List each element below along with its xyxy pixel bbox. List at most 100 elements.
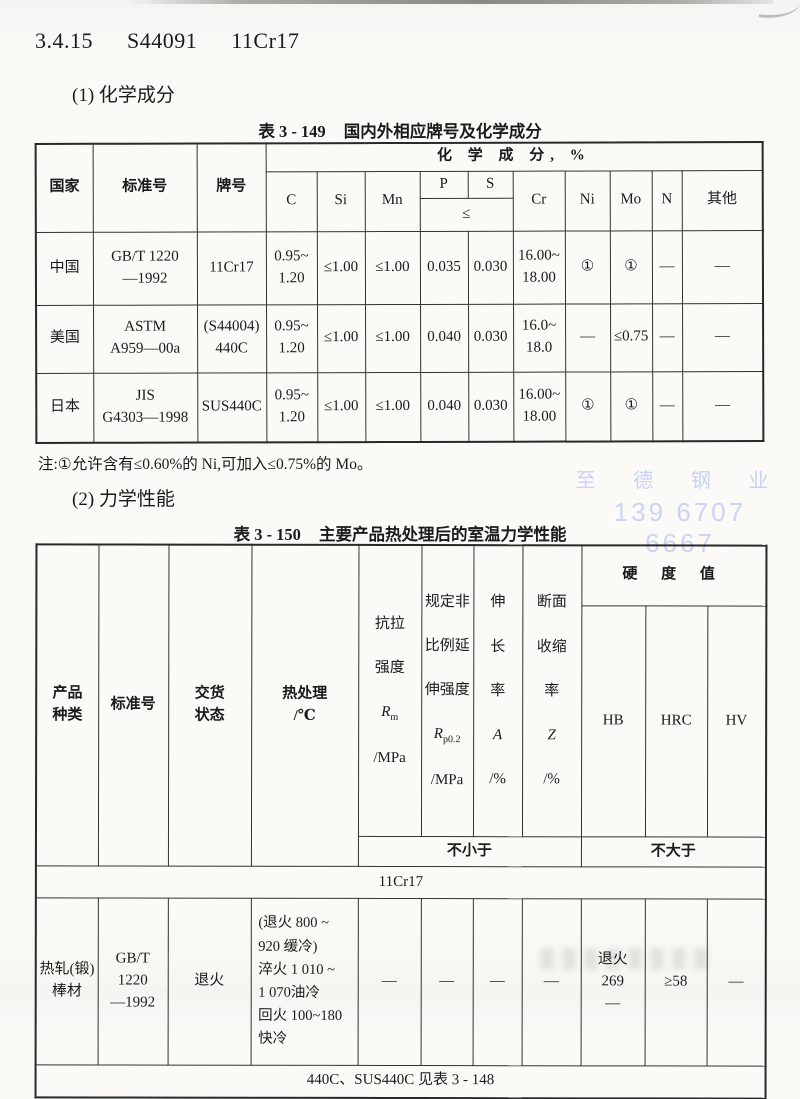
cell-s: 0.030 <box>468 303 514 372</box>
reduction-unit: /% <box>543 771 560 788</box>
ps-max-label: ≤ <box>419 197 513 231</box>
tensile-symbol: Rm <box>381 704 399 724</box>
col-header-C: C <box>265 171 317 232</box>
cell-mn: ≤1.00 <box>364 230 421 305</box>
not-greater-than-label: 不大于 <box>580 836 766 868</box>
cell-cr: 16.00~ 18.00 <box>513 371 566 442</box>
table-row-china: 中国 GB/T 1220 —1992 11Cr17 0.95~ 1.20 ≤1.… <box>35 230 764 305</box>
cell-country: 中国 <box>35 231 94 305</box>
ink-bleed-artifact <box>540 948 710 970</box>
elong-line3: 率 <box>490 682 506 699</box>
proof-symbol: Rp0.2 <box>433 726 461 746</box>
col-header-hardness-group: 硬 度 值 <box>581 545 767 606</box>
col-header-HRC: HRC <box>644 605 708 838</box>
cell-grade: 11Cr17 <box>196 231 267 305</box>
cell-delivery-state: 退火 <box>167 898 251 1066</box>
cell-other: — <box>682 371 764 442</box>
table2-reference-row: 440C、SUS440C 见表 3 - 148 <box>35 1064 766 1099</box>
table-row-hot-rolled-bar: 热轧(锻) 棒材 GB/T 1220 —1992 退火 (退火 800 ~ 92… <box>35 897 766 1067</box>
col-header-N: N <box>651 170 682 231</box>
cell-cr: 16.0~ 18.0 <box>513 303 566 372</box>
grade-name: 11Cr17 <box>231 28 300 53</box>
cell-product-type: 热轧(锻) 棒材 <box>35 897 98 1065</box>
cell-s: 0.030 <box>468 371 514 442</box>
col-header-HV: HV <box>706 605 767 838</box>
cell-standard: GB/T 1220 —1992 <box>92 231 198 305</box>
cell-hrc: ≥58 <box>644 898 707 1067</box>
cell-other: — <box>681 230 764 304</box>
col-header-delivery-state: 交货 状态 <box>167 544 252 867</box>
col-header-Mo: Mo <box>609 170 652 231</box>
cell-si: ≤1.00 <box>317 372 366 443</box>
grade-spanning-row: 11Cr17 <box>35 865 766 900</box>
col-header-chem-group: 化 学 成 分, % <box>265 142 763 172</box>
subsection-chemical-composition: (1) 化学成分 <box>72 85 175 106</box>
cell-standard: JIS G4303—1998 <box>93 372 198 443</box>
table1-caption-title: 国内外相应牌号及化学成分 <box>343 122 542 141</box>
cell-p: 0.035 <box>419 230 469 304</box>
cell-mo: ≤0.75 <box>610 303 653 372</box>
cell-ni: ① <box>565 371 611 442</box>
cell-mo: ① <box>609 230 653 304</box>
cell-c: 0.95~ 1.20 <box>265 231 318 305</box>
scan-corner-artifact <box>758 0 800 23</box>
cell-rm: — <box>357 898 421 1066</box>
chem-group-label: 化 学 成 分, % <box>437 147 591 165</box>
col-header-country: 国家 <box>35 143 93 232</box>
col-header-Cr: Cr <box>512 170 565 231</box>
table1-caption-label: 表 3 - 149 <box>258 122 326 141</box>
section-number: 3.4.15 <box>35 28 93 53</box>
scan-edge-artifact <box>128 0 774 4</box>
cell-heat-treatment: (退火 800 ~ 920 缓冷) 淬火 1 010 ~ 1 070油冷 回火 … <box>250 898 358 1066</box>
cell-p: 0.040 <box>420 371 469 442</box>
proof-unit: /MPa <box>430 772 464 789</box>
col-header-proof-strength: 规定非 比例延 伸强度 Rp0.2 /MPa <box>420 545 474 837</box>
table2-caption-label: 表 3 - 150 <box>233 525 301 544</box>
col-header-P: P <box>419 170 468 198</box>
cell-hv: — <box>706 899 766 1067</box>
cell-grade: (S44004) 440C <box>197 304 267 373</box>
col-header-tensile-strength: 抗拉 强度 Rm /MPa <box>357 544 422 837</box>
cell-mn: ≤1.00 <box>365 303 421 373</box>
reduction-line1: 断面 <box>536 594 567 611</box>
cell-n: — <box>652 303 683 372</box>
table1-footnote: 注:①允许含有≤0.60%的 Ni,可加入≤0.75%的 Mo。 <box>38 456 373 473</box>
col-header-standard: 标准号 <box>97 544 169 867</box>
cell-country: 日本 <box>36 372 94 443</box>
tensile-unit: /MPa <box>373 749 406 766</box>
cell-hb: 退火 269 — <box>580 898 645 1066</box>
reduction-line2: 收缩 <box>536 638 567 655</box>
cell-rp02: — <box>420 898 473 1066</box>
table2-caption-title: 主要产品热处理后的室温力学性能 <box>318 525 567 544</box>
col-header-heat-treatment: 热处理 /℃ <box>250 544 359 867</box>
cell-grade: SUS440C <box>197 372 267 443</box>
cell-ni: ① <box>564 230 611 304</box>
reduction-line3: 率 <box>544 683 560 700</box>
chemical-composition-table: 国家 标准号 牌号 化 学 成 分, % C Si Mn P S Cr Ni M… <box>34 141 765 444</box>
watermark-company: 至 德 钢 业 <box>575 470 785 492</box>
cell-c: 0.95~ 1.20 <box>266 304 318 373</box>
col-header-Ni: Ni <box>564 170 610 231</box>
cell-other: — <box>682 303 764 372</box>
tensile-line1: 抗拉 <box>374 615 405 632</box>
mechanical-properties-table: 产品 种类 标准号 交货 状态 热处理 /℃ 抗拉 强度 Rm /MPa 规定非… <box>34 543 768 1099</box>
table1-caption: 表 3 - 149 国内外相应牌号及化学成分 <box>0 118 800 142</box>
cell-n: — <box>651 230 683 304</box>
subsection-mechanical-properties: (2) 力学性能 <box>72 489 175 510</box>
hardness-group-label: 硬 度 值 <box>622 566 725 584</box>
cell-n: — <box>652 371 683 442</box>
table-row-usa: 美国 ASTM A959—00a (S44004) 440C 0.95~ 1.2… <box>36 303 764 373</box>
elong-line1: 伸 <box>490 594 506 611</box>
cell-mn: ≤1.00 <box>365 371 421 443</box>
table-row-japan: 日本 JIS G4303—1998 SUS440C 0.95~ 1.20 ≤1.… <box>36 371 764 443</box>
uns-number: S44091 <box>127 28 198 53</box>
col-header-S: S <box>467 170 513 198</box>
cell-cr: 16.00~ 18.00 <box>512 230 566 304</box>
not-less-than-label: 不小于 <box>357 836 581 867</box>
cell-standard: GB/T 1220 —1992 <box>97 897 168 1066</box>
reduction-symbol: Z <box>547 727 556 744</box>
elong-unit: /% <box>489 771 506 788</box>
table2-caption: 表 3 - 150 主要产品热处理后的室温力学性能 <box>0 521 800 545</box>
col-header-grade: 牌号 <box>196 143 266 232</box>
col-header-standard: 标准号 <box>92 143 197 232</box>
